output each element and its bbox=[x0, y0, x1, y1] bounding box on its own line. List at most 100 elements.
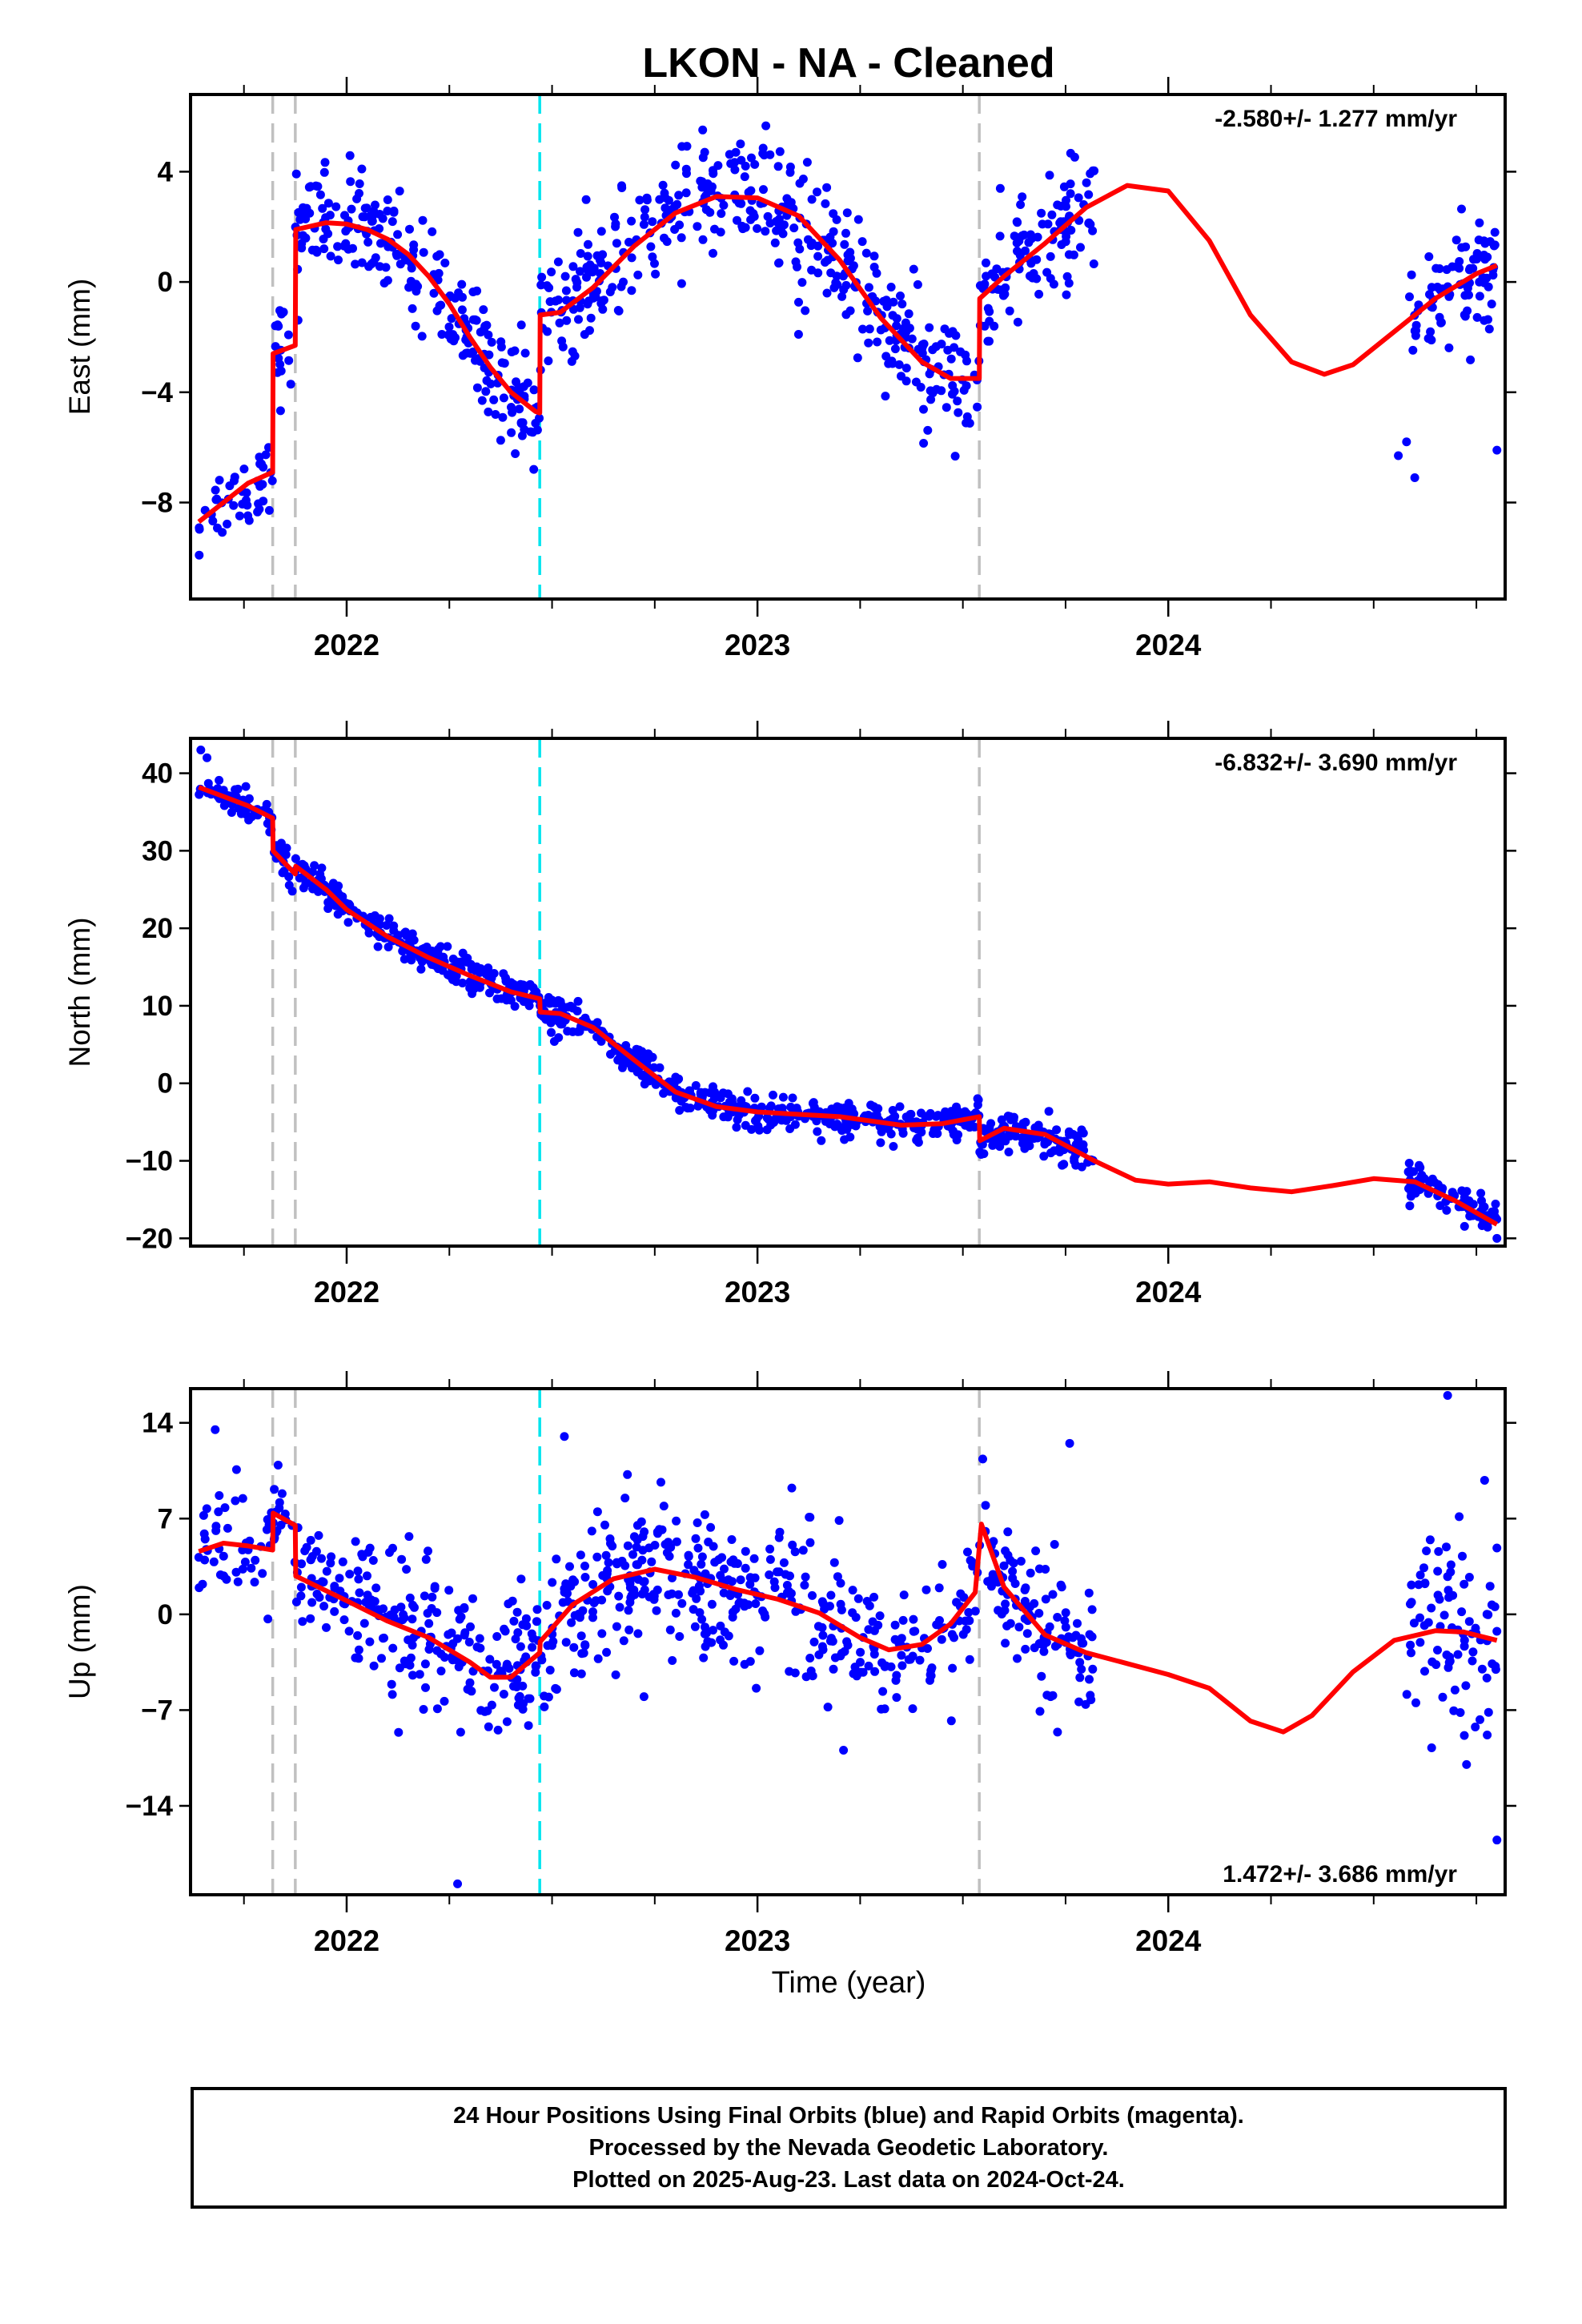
data-point bbox=[528, 1642, 537, 1652]
data-point bbox=[856, 1647, 865, 1657]
data-point bbox=[408, 1671, 417, 1680]
data-point bbox=[532, 1617, 541, 1626]
data-point bbox=[886, 283, 896, 292]
data-point bbox=[1457, 204, 1466, 214]
data-point bbox=[623, 1470, 632, 1479]
data-point bbox=[415, 1670, 424, 1679]
data-point bbox=[938, 1560, 947, 1569]
data-point bbox=[531, 1661, 540, 1671]
data-point bbox=[732, 1123, 741, 1132]
data-point bbox=[913, 344, 923, 354]
data-point bbox=[978, 1454, 987, 1464]
data-point-outlier bbox=[1492, 445, 1502, 455]
data-point bbox=[1460, 1221, 1469, 1231]
data-point bbox=[437, 330, 447, 339]
data-point bbox=[703, 1637, 713, 1647]
data-point bbox=[317, 1554, 326, 1563]
data-point bbox=[211, 485, 220, 495]
data-point bbox=[568, 262, 578, 271]
data-point bbox=[773, 1567, 782, 1577]
data-point bbox=[485, 1655, 495, 1664]
data-point bbox=[862, 1597, 872, 1606]
data-point bbox=[1439, 1610, 1449, 1620]
data-point bbox=[1074, 1137, 1083, 1147]
data-point bbox=[602, 1647, 612, 1657]
data-point bbox=[229, 501, 239, 510]
data-point bbox=[995, 183, 1005, 193]
data-point bbox=[990, 321, 999, 331]
data-point bbox=[562, 296, 572, 305]
rate-label: -6.832+/- 3.690 mm/yr bbox=[1215, 750, 1457, 776]
y-axis-label: North (mm) bbox=[63, 917, 96, 1067]
data-point bbox=[1466, 355, 1476, 364]
data-point bbox=[388, 1643, 398, 1653]
data-point bbox=[233, 1577, 243, 1586]
data-point bbox=[270, 1485, 279, 1494]
data-point bbox=[829, 1558, 839, 1567]
data-point bbox=[887, 1114, 897, 1124]
data-point bbox=[411, 321, 420, 331]
data-point bbox=[891, 1675, 901, 1685]
data-point bbox=[986, 1119, 996, 1128]
data-point bbox=[985, 336, 994, 346]
data-point bbox=[242, 488, 251, 497]
data-point bbox=[889, 1142, 898, 1151]
data-point bbox=[677, 1598, 687, 1608]
data-point bbox=[1035, 1707, 1045, 1716]
data-point bbox=[1485, 1582, 1495, 1591]
data-point bbox=[383, 195, 392, 204]
data-point bbox=[1062, 290, 1071, 300]
data-point bbox=[951, 331, 961, 340]
data-point bbox=[387, 1679, 396, 1689]
data-point bbox=[573, 227, 583, 237]
data-point bbox=[1464, 1573, 1474, 1582]
data-point bbox=[684, 1550, 693, 1560]
data-point bbox=[587, 1526, 596, 1536]
data-point bbox=[430, 1583, 440, 1593]
data-point bbox=[682, 142, 692, 151]
data-point bbox=[537, 272, 547, 282]
data-point bbox=[444, 1586, 454, 1595]
data-point bbox=[624, 1606, 633, 1615]
data-point bbox=[1457, 1607, 1467, 1617]
data-point bbox=[507, 428, 516, 437]
data-point bbox=[311, 245, 321, 255]
data-point bbox=[672, 1516, 681, 1526]
data-point bbox=[1484, 1707, 1493, 1717]
data-point bbox=[312, 1590, 322, 1598]
data-point bbox=[713, 161, 723, 171]
data-point bbox=[410, 1602, 419, 1612]
data-point bbox=[511, 449, 520, 458]
data-point-outlier bbox=[453, 1879, 463, 1888]
data-point bbox=[1444, 343, 1454, 352]
data-point bbox=[762, 1125, 772, 1135]
data-point bbox=[1476, 1715, 1484, 1724]
data-point bbox=[395, 187, 404, 196]
data-point bbox=[1041, 1565, 1050, 1574]
data-point bbox=[553, 257, 563, 267]
caption-box: 24 Hour Positions Using Final Orbits (bl… bbox=[191, 2087, 1507, 2209]
x-minor-ticks bbox=[243, 729, 1478, 1256]
data-point bbox=[1053, 1613, 1062, 1622]
data-point bbox=[1085, 1675, 1094, 1684]
data-point bbox=[1074, 193, 1083, 203]
event-lines bbox=[271, 1389, 981, 1895]
data-point bbox=[561, 286, 571, 296]
data-point bbox=[400, 255, 410, 265]
data-point bbox=[387, 1690, 397, 1699]
data-point bbox=[433, 944, 443, 954]
data-point bbox=[519, 1699, 528, 1708]
data-point bbox=[1480, 1202, 1489, 1212]
data-point bbox=[387, 217, 397, 227]
y-tick-label: 0 bbox=[158, 1068, 173, 1100]
data-point bbox=[953, 396, 962, 406]
data-point bbox=[813, 241, 823, 251]
data-point bbox=[528, 1634, 538, 1643]
data-point bbox=[354, 1574, 363, 1584]
data-point bbox=[765, 1570, 774, 1579]
data-point bbox=[708, 182, 717, 191]
data-point bbox=[1460, 312, 1470, 321]
data-point bbox=[970, 1606, 980, 1616]
data-point bbox=[620, 1494, 630, 1503]
data-point bbox=[390, 1605, 400, 1614]
